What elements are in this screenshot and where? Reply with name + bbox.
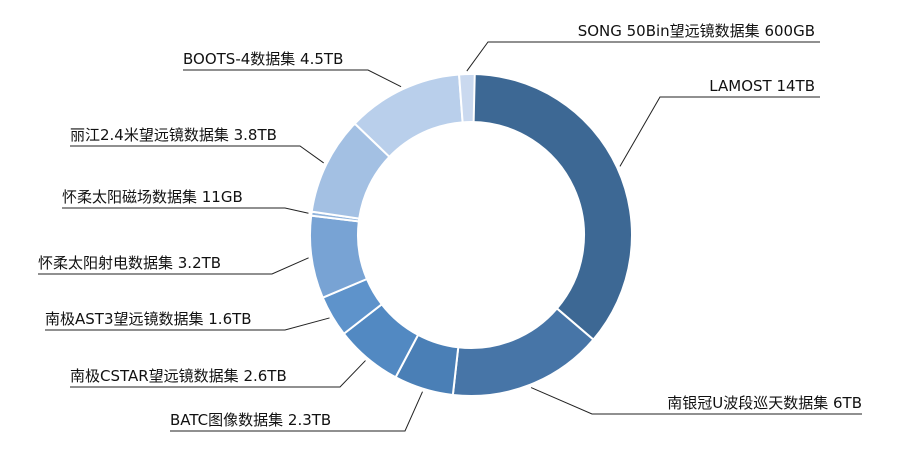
slice-label: 怀柔太阳射电数据集 3.2TB [38, 254, 221, 272]
slice-label: LAMOST 14TB [709, 77, 815, 95]
slice-labels: LAMOST 14TB 南银冠U波段巡天数据集 6TB BATC图像数据集 2.3T… [38, 22, 862, 429]
slice-label: BATC图像数据集 2.3TB [170, 411, 331, 429]
donut-slice [470, 72, 633, 342]
leader-line [170, 391, 423, 432]
leader-line [530, 387, 862, 415]
donut-slice [451, 307, 595, 397]
leader-line [38, 257, 309, 275]
leader-line [70, 360, 366, 388]
donut-slices [309, 72, 633, 397]
donut-slice [457, 73, 476, 124]
slice-label: 怀柔太阳磁场数据集 11GB [62, 188, 243, 206]
leader-line [45, 317, 330, 331]
slice-label: 丽江2.4米望远镜数据集 3.8TB [70, 126, 277, 144]
leader-line [70, 145, 324, 164]
slice-label: SONG 50Bin望远镜数据集 600GB [578, 22, 815, 40]
leader-line [466, 41, 820, 72]
slice-label: 南极CSTAR望远镜数据集 2.6TB [70, 367, 287, 385]
leader-line [62, 207, 309, 214]
leader-lines [38, 41, 862, 432]
slice-label: 南极AST3望远镜数据集 1.6TB [45, 310, 252, 328]
leader-line [183, 69, 402, 88]
leader-line [619, 96, 820, 167]
slice-label: 南银冠U波段巡天数据集 6TB [667, 394, 862, 412]
slice-label: BOOTS-4数据集 4.5TB [183, 50, 343, 68]
